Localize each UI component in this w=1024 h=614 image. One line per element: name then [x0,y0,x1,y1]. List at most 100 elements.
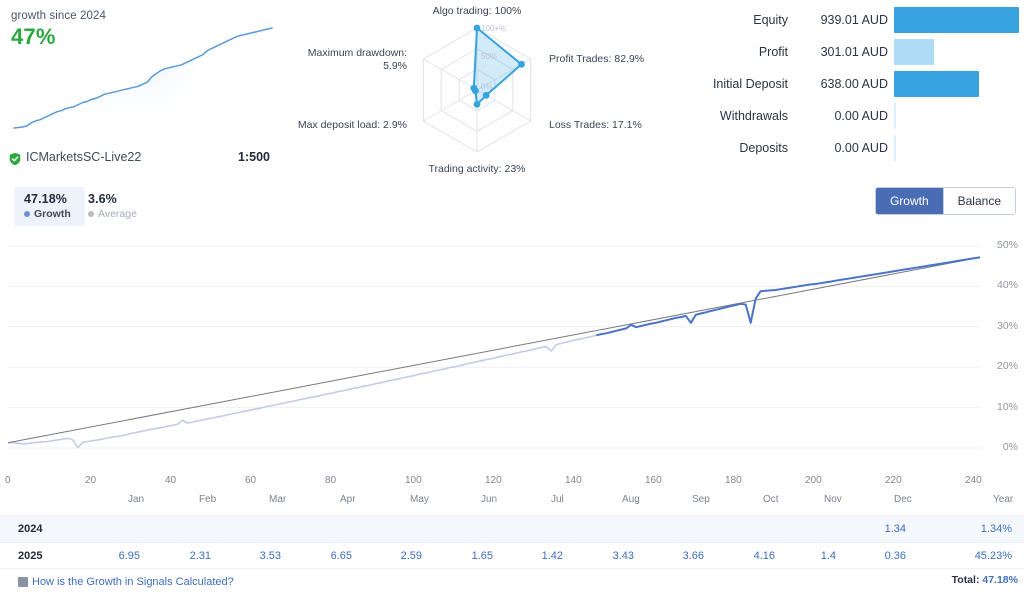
legend-average-value: 3.6% [88,192,117,206]
table-cell: 6.95 [118,550,140,562]
stat-label: Deposits [739,141,788,155]
x-axis-tick: 80 [325,475,337,486]
table-cell: 3.66 [682,550,704,562]
table-cell: 45.23% [974,550,1012,562]
stat-bar-track [894,39,1020,65]
month-label: Dec [894,494,912,505]
month-label: Year [993,494,1014,505]
legend-growth-value: 47.18% [24,192,67,206]
growth-legend-chip[interactable]: 47.18% Growth [14,187,85,226]
month-label: Feb [199,494,217,505]
x-axis-tick: 240 [965,475,982,486]
y-axis-tick: 10% [996,400,1018,413]
stat-bar [894,71,979,97]
month-label: Sep [692,494,710,505]
account-name[interactable]: ICMarketsSC-Live22 [26,150,142,164]
stat-value: 638.00 AUD [820,77,888,91]
month-label: Nov [824,494,842,505]
x-axis-tick: 100 [405,475,422,486]
stat-row: Deposits 0.00 AUD [700,132,1020,164]
stat-value: 0.00 AUD [834,141,888,155]
stat-bar [894,103,896,129]
stat-row: Profit 301.01 AUD [700,36,1020,68]
x-axis-tick: 20 [85,475,97,486]
stat-bar-track [894,103,1020,129]
svg-text:Maximum drawdown:: Maximum drawdown: [308,47,407,59]
x-axis-tick: 200 [805,475,822,486]
y-axis-tick: 20% [996,360,1018,373]
monthly-growth-table: 2024 1.34 1.34% 2025 6.95 2.31 3.53 6.65 2.59 1.6… [0,515,1024,569]
stat-row: Withdrawals 0.00 AUD [700,100,1020,132]
stat-value: 0.00 AUD [834,109,888,123]
legend-growth[interactable]: 47.18% Growth [24,192,71,220]
x-axis-tick: 220 [885,475,902,486]
table-cell: 1.4 [820,550,836,562]
shield-check-icon [9,152,21,166]
growth-chart[interactable]: 50% 40% 30% 20% 10% 0% [0,232,1024,475]
svg-text:Algo trading: 100%: Algo trading: 100% [433,5,522,17]
total-value: 47.18% [982,574,1018,586]
table-row-year: 2024 [18,523,43,535]
month-label: Apr [340,494,356,505]
x-axis-tick: 0 [5,475,11,486]
stat-row: Equity 939.01 AUD [700,4,1020,36]
performance-radar-chart: 100+% 50% 0% Algo trading: 100% Profit Trade… [292,0,692,186]
stat-bar-track [894,135,1020,161]
x-axis-tick: 60 [245,475,257,486]
tab-growth[interactable]: Growth [875,188,943,214]
stat-bar [894,135,896,161]
x-axis-tick: 180 [725,475,742,486]
table-row: 2024 1.34 1.34% [0,515,1024,542]
stat-row: Initial Deposit 638.00 AUD [700,68,1020,100]
month-label: Oct [763,494,779,505]
svg-text:5.9%: 5.9% [383,60,407,72]
x-axis-tick: 160 [645,475,662,486]
table-cell: 1.34% [980,523,1012,535]
table-row-year: 2025 [18,550,43,562]
chart-mode-toggle[interactable]: Growth Balance [874,187,1016,215]
info-square-icon [18,577,28,587]
legend-average-dot [88,211,94,217]
month-label: Jun [481,494,498,505]
table-cell: 0.36 [884,550,906,562]
legend-average[interactable]: 3.6% Average [88,192,137,220]
growth-help-link[interactable]: How is the Growth in Signals Calculated? [32,576,234,588]
stat-value: 301.01 AUD [820,45,888,59]
stat-label: Profit [758,45,788,59]
stat-value: 939.01 AUD [820,13,888,27]
x-axis-tick: 140 [565,475,582,486]
month-label: Jan [128,494,145,505]
y-axis-tick: 0% [1002,441,1018,453]
table-cell: 2.31 [189,550,211,562]
stat-bar [894,7,1019,33]
stat-bar-track [894,7,1020,33]
legend-average-label: Average [98,208,137,220]
svg-text:0%: 0% [481,82,493,91]
sparkline-title: growth since 2024 [11,10,107,22]
svg-text:Max deposit load: 2.9%: Max deposit load: 2.9% [298,119,407,131]
table-cell: 3.53 [259,550,281,562]
svg-text:100+%: 100+% [481,24,506,33]
growth-sparkline-card: growth since 2024 47% ICMarketsSC-Live22… [0,0,278,186]
total-label: Total: [951,574,980,586]
svg-text:Loss Trades: 17.1%: Loss Trades: 17.1% [549,119,642,131]
stat-bar-track [894,71,1020,97]
svg-text:50%: 50% [481,52,497,61]
stat-label: Withdrawals [719,109,788,123]
table-cell: 2.59 [400,550,422,562]
tab-balance[interactable]: Balance [942,188,1015,214]
table-cell: 1.65 [471,550,493,562]
table-cell: 4.16 [753,550,775,562]
account-stats-list: Equity 939.01 AUD Profit 301.01 AUD Initial … [700,4,1020,164]
chart-legend-row: 47.18% Growth 3.6% Average Growth Balanc… [0,186,1024,232]
top-summary-section: growth since 2024 47% ICMarketsSC-Live22… [0,0,1024,186]
y-axis-tick: 30% [996,319,1018,332]
legend-growth-label: Growth [34,208,71,220]
stat-label: Equity [753,13,788,27]
month-label: Jul [551,494,564,505]
stat-label: Initial Deposit [712,77,788,91]
table-total: Total: 47.18% [952,574,1018,586]
account-leverage: 1:500 [238,150,270,164]
month-label: Aug [622,494,640,505]
